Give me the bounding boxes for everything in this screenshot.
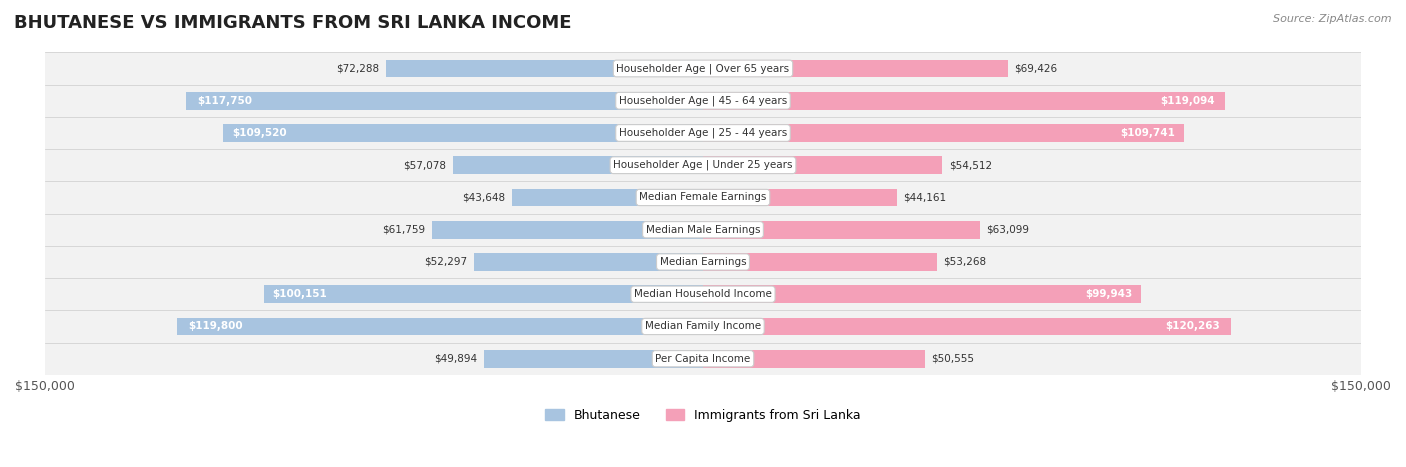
- Text: $69,426: $69,426: [1014, 64, 1057, 73]
- Bar: [703, 60, 1008, 78]
- Bar: [45, 181, 1361, 213]
- Text: Per Capita Income: Per Capita Income: [655, 354, 751, 364]
- Text: $57,078: $57,078: [404, 160, 446, 170]
- Text: $120,263: $120,263: [1166, 321, 1220, 332]
- Text: $50,555: $50,555: [931, 354, 974, 364]
- Bar: [45, 117, 1361, 149]
- Text: $119,800: $119,800: [188, 321, 243, 332]
- Text: $72,288: $72,288: [336, 64, 380, 73]
- Bar: [45, 52, 1361, 85]
- Bar: [45, 149, 1361, 181]
- Bar: [45, 213, 1361, 246]
- Text: Median Female Earnings: Median Female Earnings: [640, 192, 766, 203]
- Bar: [703, 92, 1226, 110]
- Bar: [474, 253, 703, 271]
- Text: Median Family Income: Median Family Income: [645, 321, 761, 332]
- Bar: [703, 221, 980, 239]
- Text: Median Earnings: Median Earnings: [659, 257, 747, 267]
- Legend: Bhutanese, Immigrants from Sri Lanka: Bhutanese, Immigrants from Sri Lanka: [540, 403, 866, 427]
- Bar: [45, 311, 1361, 343]
- Text: $44,161: $44,161: [903, 192, 946, 203]
- Text: $99,943: $99,943: [1085, 289, 1133, 299]
- Text: $109,520: $109,520: [232, 128, 287, 138]
- Text: Median Male Earnings: Median Male Earnings: [645, 225, 761, 235]
- Text: $53,268: $53,268: [943, 257, 987, 267]
- Bar: [703, 156, 942, 174]
- Bar: [484, 350, 703, 368]
- Text: $109,741: $109,741: [1121, 128, 1175, 138]
- Text: Median Household Income: Median Household Income: [634, 289, 772, 299]
- Bar: [703, 124, 1184, 142]
- Bar: [703, 350, 925, 368]
- Bar: [45, 85, 1361, 117]
- Text: $43,648: $43,648: [461, 192, 505, 203]
- Text: $49,894: $49,894: [434, 354, 478, 364]
- Bar: [45, 246, 1361, 278]
- Bar: [512, 189, 703, 206]
- Text: Householder Age | 25 - 44 years: Householder Age | 25 - 44 years: [619, 128, 787, 138]
- Bar: [385, 60, 703, 78]
- Bar: [222, 124, 703, 142]
- Text: $61,759: $61,759: [382, 225, 426, 235]
- Text: Householder Age | 45 - 64 years: Householder Age | 45 - 64 years: [619, 95, 787, 106]
- Text: Householder Age | Under 25 years: Householder Age | Under 25 years: [613, 160, 793, 170]
- Bar: [177, 318, 703, 335]
- Bar: [264, 285, 703, 303]
- Text: $100,151: $100,151: [273, 289, 328, 299]
- Bar: [703, 285, 1142, 303]
- Text: $52,297: $52,297: [423, 257, 467, 267]
- Bar: [45, 343, 1361, 375]
- Bar: [45, 278, 1361, 311]
- Text: $119,094: $119,094: [1160, 96, 1215, 106]
- Text: $54,512: $54,512: [949, 160, 991, 170]
- Bar: [703, 318, 1230, 335]
- Text: BHUTANESE VS IMMIGRANTS FROM SRI LANKA INCOME: BHUTANESE VS IMMIGRANTS FROM SRI LANKA I…: [14, 14, 572, 32]
- Bar: [703, 189, 897, 206]
- Bar: [453, 156, 703, 174]
- Text: $63,099: $63,099: [987, 225, 1029, 235]
- Bar: [432, 221, 703, 239]
- Text: $117,750: $117,750: [197, 96, 252, 106]
- Bar: [703, 253, 936, 271]
- Text: Householder Age | Over 65 years: Householder Age | Over 65 years: [616, 63, 790, 74]
- Text: Source: ZipAtlas.com: Source: ZipAtlas.com: [1274, 14, 1392, 24]
- Bar: [187, 92, 703, 110]
